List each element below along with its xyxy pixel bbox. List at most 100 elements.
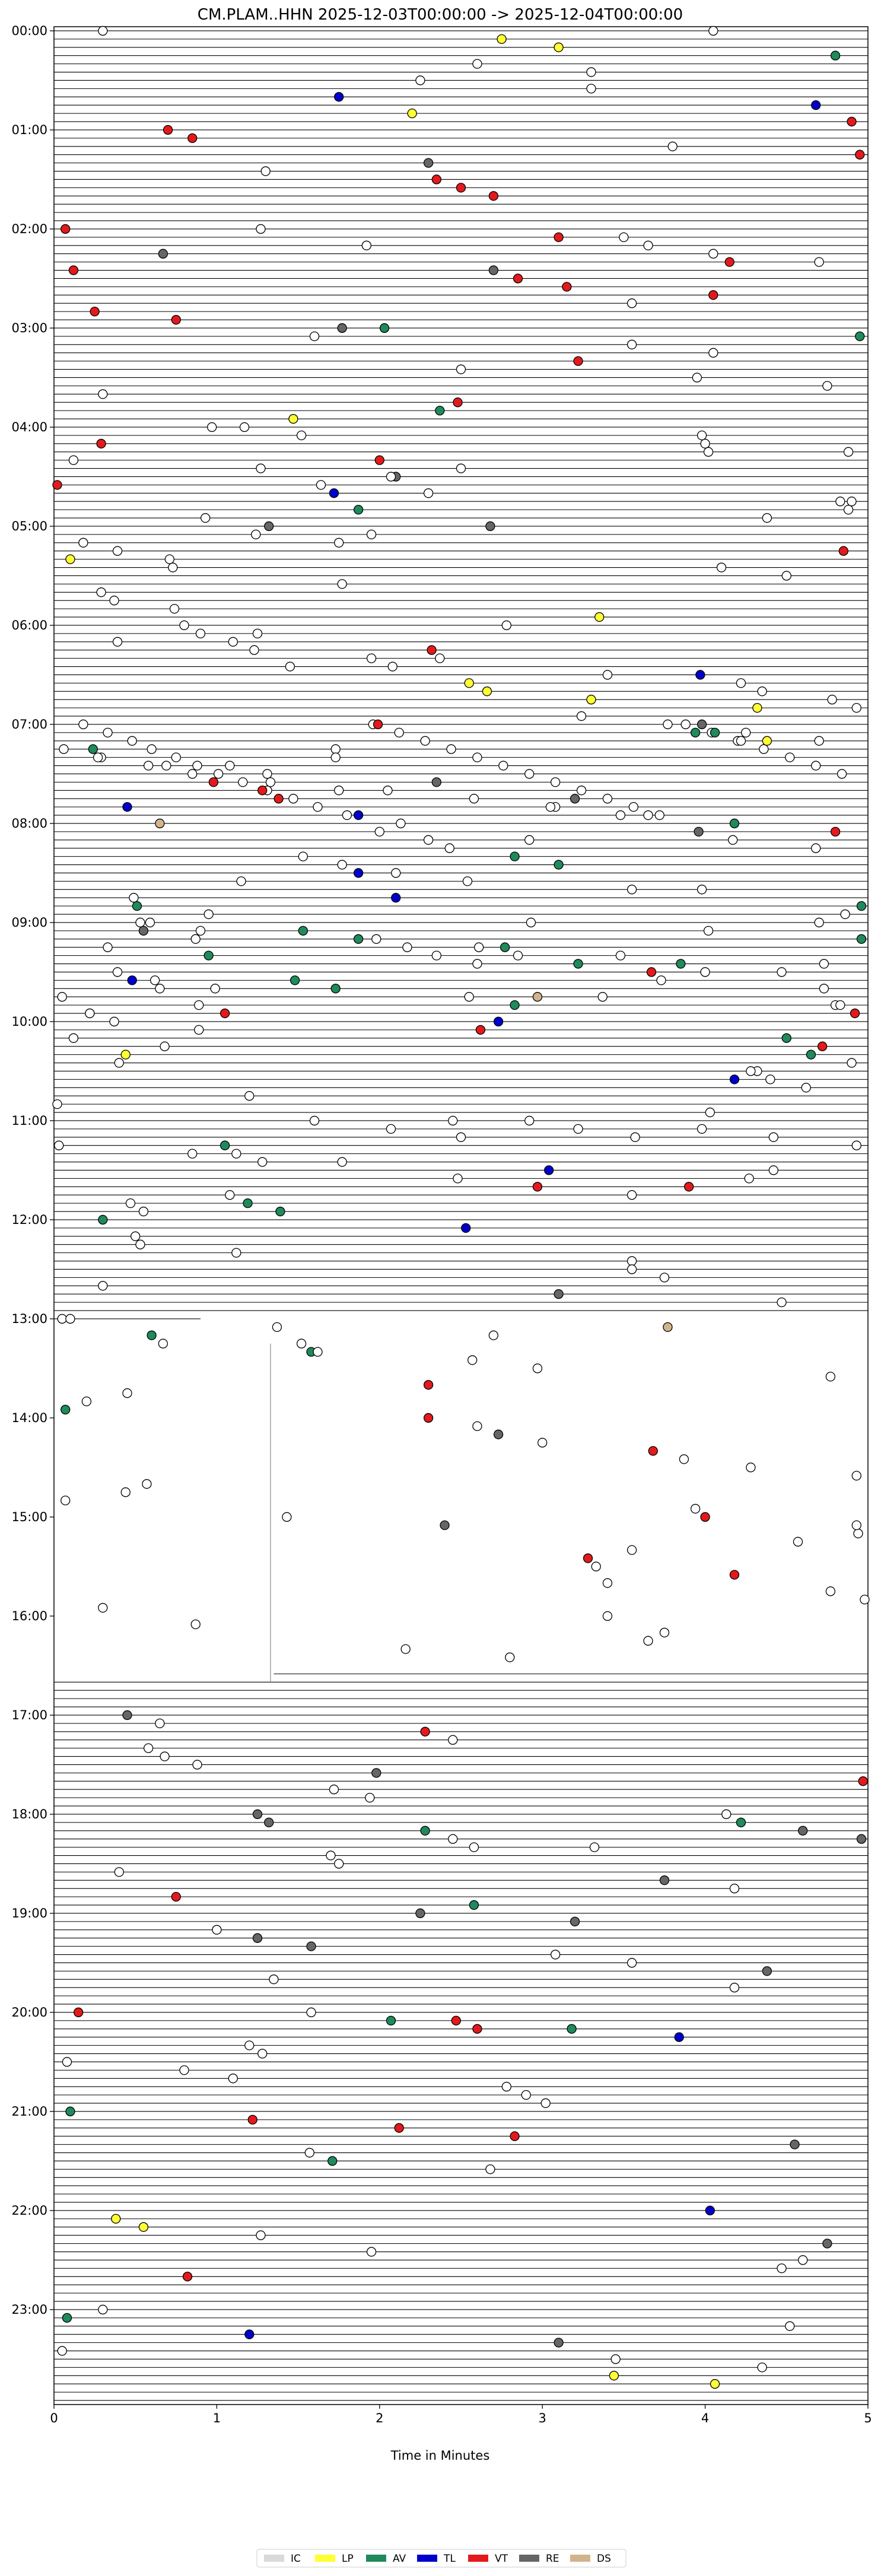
event-marker-ic: [256, 463, 266, 473]
event-marker-ic: [52, 1099, 62, 1109]
event-marker-ic: [610, 2354, 621, 2364]
event-marker-ic: [114, 1058, 124, 1068]
event-marker-ic: [423, 835, 434, 845]
event-marker-re: [856, 1834, 867, 1844]
hour-tick-label: 12:00: [11, 1213, 47, 1227]
event-marker-ic: [626, 1256, 637, 1266]
event-marker-ic: [131, 1231, 141, 1241]
event-marker-ic: [190, 1619, 201, 1630]
event-marker-ic: [147, 744, 157, 754]
event-marker-ic: [814, 736, 824, 746]
hour-tick-label: 07:00: [11, 717, 47, 732]
event-marker-lp: [288, 414, 298, 424]
event-marker-ic: [316, 480, 326, 490]
event-marker-ds: [663, 1322, 673, 1332]
event-marker-ic: [643, 240, 653, 250]
event-marker-ic: [179, 620, 189, 631]
event-marker-ic: [164, 554, 174, 564]
event-marker-ic: [551, 777, 561, 787]
event-marker-ic: [759, 744, 769, 754]
event-marker-ic: [591, 1561, 601, 1572]
event-marker-ic: [313, 1347, 323, 1357]
event-marker-lp: [120, 1050, 131, 1060]
event-marker-av: [132, 901, 142, 911]
event-marker-ic: [103, 727, 113, 738]
event-marker-ic: [236, 876, 246, 886]
event-marker-ic: [505, 1652, 515, 1662]
event-marker-ic: [304, 2148, 314, 2158]
event-marker-lp: [752, 702, 762, 713]
minute-tick-label: 4: [701, 2411, 709, 2425]
event-marker-ic: [851, 1140, 861, 1150]
event-marker-vt: [838, 546, 848, 556]
event-marker-re: [138, 926, 149, 936]
event-marker-vt: [472, 2024, 482, 2034]
event-marker-av: [379, 323, 390, 333]
event-marker-vt: [208, 777, 219, 787]
event-marker-ic: [524, 1115, 535, 1126]
event-marker-ic: [330, 752, 341, 762]
event-marker-ic: [736, 678, 746, 688]
event-marker-av: [330, 984, 341, 994]
event-marker-ic: [456, 1132, 466, 1142]
event-marker-ic: [256, 2230, 266, 2240]
event-marker-ic: [85, 1008, 95, 1019]
event-marker-ic: [680, 719, 691, 730]
legend-swatch-av: [366, 2555, 386, 2562]
minute-tick-labels: 0 1 2 3 4 5: [50, 2405, 872, 2425]
event-marker-ic: [801, 1083, 811, 1093]
hour-tick-label: 16:00: [11, 1609, 47, 1623]
event-marker-ic: [228, 637, 238, 647]
event-marker-av: [98, 1214, 108, 1225]
event-marker-ic: [142, 1479, 152, 1489]
event-marker-vt: [247, 2114, 257, 2125]
event-marker-re: [488, 265, 499, 275]
event-marker-ic: [716, 562, 727, 573]
event-marker-ic: [98, 389, 108, 399]
event-marker-vt: [68, 265, 79, 275]
event-marker-ic: [741, 727, 751, 738]
event-marker-re: [790, 2139, 800, 2149]
event-marker-ic: [602, 1611, 613, 1621]
legend-label-ic: IC: [291, 2553, 301, 2565]
hour-tick-label: 14:00: [11, 1411, 47, 1425]
event-marker-re: [659, 1875, 670, 1885]
event-marker-ic: [296, 430, 307, 441]
event-marker-lp: [554, 42, 564, 52]
event-marker-vt: [431, 174, 441, 185]
event-marker-ic: [112, 967, 123, 977]
event-marker-ic: [793, 1537, 803, 1547]
event-marker-vt: [373, 719, 383, 730]
event-marker-ic: [551, 1950, 561, 1960]
event-marker-ic: [212, 1925, 222, 1935]
event-marker-re: [306, 1941, 316, 1951]
event-marker-re: [122, 1710, 132, 1720]
event-marker-ic: [513, 950, 523, 961]
event-marker-ic: [59, 744, 69, 754]
event-marker-ic: [260, 166, 271, 176]
event-marker-ic: [62, 2057, 72, 2067]
event-marker-ic: [195, 926, 206, 936]
event-marker-ic: [161, 761, 171, 771]
event-marker-ic: [728, 835, 738, 845]
event-marker-ic: [342, 810, 352, 820]
event-marker-ic: [785, 2321, 795, 2331]
event-marker-ic: [469, 1842, 479, 1852]
event-marker-vt: [420, 1726, 430, 1737]
event-marker-ic: [472, 752, 482, 762]
event-marker-ic: [765, 1074, 775, 1085]
event-marker-ic: [112, 546, 123, 556]
event-marker-ic: [628, 802, 639, 812]
event-marker-re: [798, 1826, 808, 1836]
event-marker-re: [371, 1768, 381, 1778]
event-marker-ic: [285, 662, 295, 672]
event-marker-ic: [586, 84, 596, 94]
event-marker-ic: [158, 1338, 168, 1349]
event-marker-vt: [554, 232, 564, 243]
event-marker-ic: [210, 984, 220, 994]
event-marker-av: [856, 901, 867, 911]
hour-tick-label: 19:00: [11, 1906, 47, 1920]
event-marker-ic: [194, 1000, 204, 1010]
event-marker-ic: [729, 1884, 740, 1894]
legend-swatch-tl: [417, 2555, 437, 2562]
